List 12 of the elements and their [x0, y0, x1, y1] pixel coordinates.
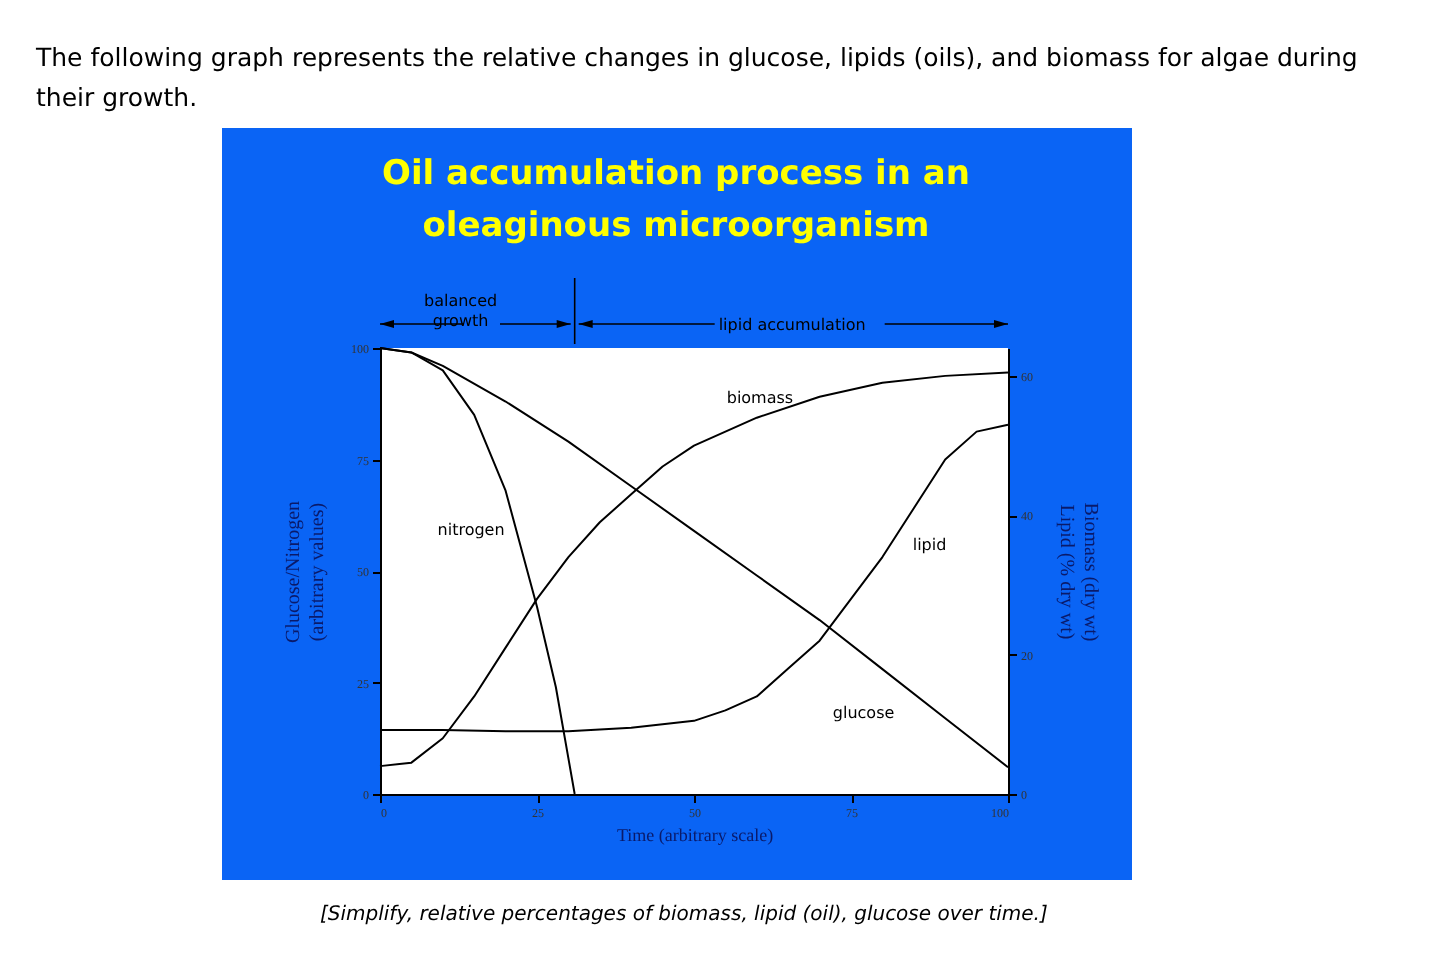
series-label: biomass	[726, 389, 794, 408]
y2-axis-title: Biomass (dry wt) Lipid (% dry wt)	[1055, 502, 1101, 642]
series-label: glucose	[832, 703, 895, 722]
series-label: nitrogen	[437, 520, 505, 539]
series-label: lipid	[912, 536, 947, 555]
text: The following graph represents the relative changes in glucose, lipids (oils), and biomass for algae during their growth.	[36, 40, 1360, 116]
y-axis-title: Glucose/Nitrogen (arbitrary values)	[283, 500, 329, 644]
text: lipid accumulation	[718, 316, 866, 336]
chart-title: Oil accumulation process in an oleaginous microorganism	[380, 152, 972, 250]
x-axis-title: Time (arbitrary scale)	[616, 825, 774, 845]
text: [Simplify, relative percentages of biomass, lipid (oil), glucose over time.]	[320, 904, 1048, 926]
text: balanced growth	[424, 292, 498, 332]
